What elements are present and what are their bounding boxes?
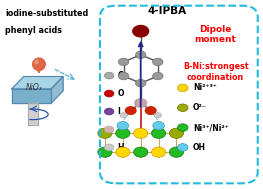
Circle shape <box>134 147 148 157</box>
Circle shape <box>135 51 146 59</box>
Ellipse shape <box>35 60 38 64</box>
Circle shape <box>104 90 114 97</box>
Polygon shape <box>51 77 63 103</box>
Text: B-Ni:strongest
coordination: B-Ni:strongest coordination <box>183 62 249 82</box>
Text: NiOₓ: NiOₓ <box>26 83 43 92</box>
Circle shape <box>118 72 129 80</box>
Circle shape <box>98 147 112 157</box>
Circle shape <box>125 107 136 114</box>
Circle shape <box>117 122 129 130</box>
Text: C: C <box>118 71 123 80</box>
Circle shape <box>145 107 156 114</box>
Text: B: B <box>118 125 123 134</box>
Text: O: O <box>118 89 124 98</box>
Polygon shape <box>12 89 51 103</box>
Circle shape <box>178 144 188 151</box>
Polygon shape <box>12 77 63 89</box>
Circle shape <box>178 104 188 112</box>
Circle shape <box>104 144 114 151</box>
Circle shape <box>154 113 161 118</box>
Circle shape <box>151 147 166 157</box>
Polygon shape <box>28 103 38 125</box>
Circle shape <box>153 72 163 80</box>
Circle shape <box>153 58 163 66</box>
Text: phenyl acids: phenyl acids <box>5 26 62 36</box>
Circle shape <box>118 58 129 66</box>
Circle shape <box>169 147 184 157</box>
Circle shape <box>104 126 114 133</box>
Polygon shape <box>36 67 42 73</box>
Circle shape <box>104 72 114 79</box>
Circle shape <box>151 128 166 138</box>
Circle shape <box>104 108 114 115</box>
Circle shape <box>120 113 127 118</box>
Circle shape <box>116 147 130 157</box>
Circle shape <box>169 128 184 138</box>
Circle shape <box>134 98 147 108</box>
Circle shape <box>178 84 188 92</box>
Text: iodine-substituted: iodine-substituted <box>5 9 89 19</box>
Text: Dipole
moment: Dipole moment <box>195 25 237 44</box>
Circle shape <box>178 124 188 131</box>
Text: Ni³⁺/Ni²⁺: Ni³⁺/Ni²⁺ <box>193 123 229 132</box>
Text: H: H <box>118 143 124 152</box>
Circle shape <box>135 79 146 87</box>
Text: I: I <box>118 107 120 116</box>
Text: 4-IPBA: 4-IPBA <box>147 6 186 16</box>
Circle shape <box>133 26 149 37</box>
Circle shape <box>153 122 164 130</box>
Text: OH: OH <box>193 143 206 152</box>
Circle shape <box>98 128 112 138</box>
Ellipse shape <box>33 58 45 70</box>
Text: O²⁻: O²⁻ <box>193 103 207 112</box>
Circle shape <box>116 128 130 138</box>
Circle shape <box>134 128 148 138</box>
Text: Ni²⁺³⁺: Ni²⁺³⁺ <box>193 83 217 92</box>
